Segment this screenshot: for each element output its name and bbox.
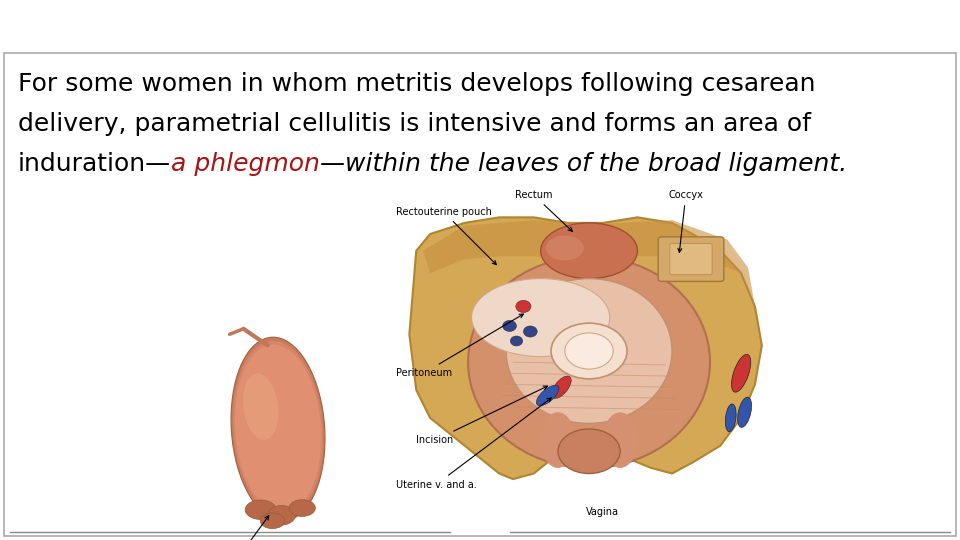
Ellipse shape bbox=[537, 386, 559, 406]
Text: Uterine v. and a.: Uterine v. and a. bbox=[396, 398, 551, 490]
Text: Phlegmon: Phlegmon bbox=[202, 516, 269, 540]
Text: delivery, parametrial cellulitis is intensive and forms an area of: delivery, parametrial cellulitis is inte… bbox=[18, 112, 811, 136]
Text: PARAMETRIAL PHLEGMON: PARAMETRIAL PHLEGMON bbox=[257, 10, 703, 39]
Ellipse shape bbox=[558, 429, 620, 474]
Ellipse shape bbox=[564, 333, 613, 369]
Ellipse shape bbox=[603, 412, 637, 468]
Circle shape bbox=[503, 320, 516, 332]
Ellipse shape bbox=[726, 404, 736, 431]
Text: —within the leaves of the broad ligament.: —within the leaves of the broad ligament… bbox=[320, 152, 847, 176]
Polygon shape bbox=[409, 217, 762, 479]
Ellipse shape bbox=[233, 341, 324, 517]
Ellipse shape bbox=[546, 235, 584, 260]
Text: Rectum: Rectum bbox=[515, 190, 572, 231]
Text: a phlegmon: a phlegmon bbox=[171, 152, 320, 176]
Ellipse shape bbox=[245, 500, 276, 519]
FancyBboxPatch shape bbox=[670, 244, 712, 275]
Ellipse shape bbox=[732, 354, 751, 392]
Circle shape bbox=[516, 300, 531, 313]
Text: For some women in whom metritis develops following cesarean: For some women in whom metritis develops… bbox=[18, 72, 815, 96]
Ellipse shape bbox=[231, 337, 325, 521]
Ellipse shape bbox=[551, 323, 627, 379]
Ellipse shape bbox=[737, 397, 752, 427]
Text: Peritoneum: Peritoneum bbox=[396, 314, 523, 379]
FancyBboxPatch shape bbox=[659, 237, 724, 281]
Ellipse shape bbox=[243, 373, 278, 440]
Circle shape bbox=[511, 336, 522, 346]
Text: Coccyx: Coccyx bbox=[668, 190, 704, 252]
Ellipse shape bbox=[471, 279, 610, 356]
Polygon shape bbox=[423, 220, 755, 306]
Ellipse shape bbox=[506, 279, 672, 423]
Text: Rectouterine pouch: Rectouterine pouch bbox=[396, 207, 496, 265]
Ellipse shape bbox=[468, 256, 710, 468]
Ellipse shape bbox=[289, 500, 315, 516]
Text: induration—: induration— bbox=[18, 152, 171, 176]
Circle shape bbox=[523, 326, 538, 337]
Ellipse shape bbox=[540, 223, 637, 279]
Ellipse shape bbox=[260, 513, 284, 529]
Text: Vagina: Vagina bbox=[587, 508, 619, 517]
Ellipse shape bbox=[552, 376, 571, 399]
Ellipse shape bbox=[540, 412, 575, 468]
Ellipse shape bbox=[268, 505, 296, 525]
Ellipse shape bbox=[235, 345, 322, 514]
Text: Incision: Incision bbox=[417, 386, 547, 445]
